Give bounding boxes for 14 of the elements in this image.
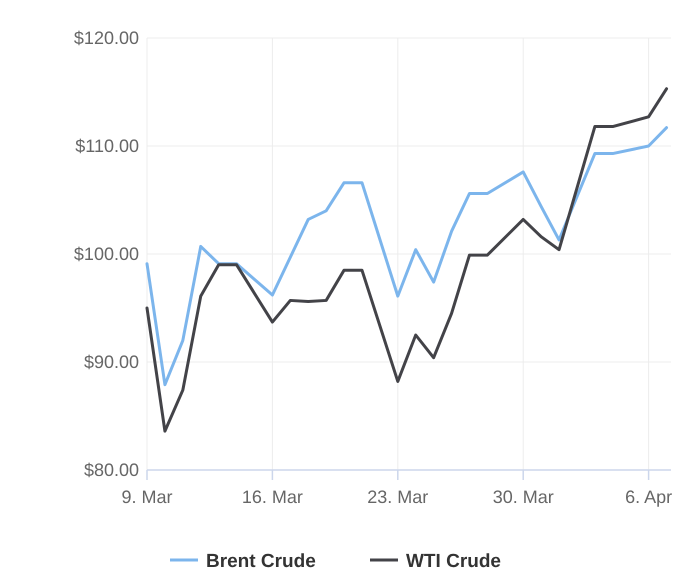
y-tick-label: $80.00 xyxy=(84,460,139,480)
x-tick-label: 30. Mar xyxy=(492,487,554,507)
y-tick-label: $90.00 xyxy=(84,352,139,372)
legend-label: Brent Crude xyxy=(206,551,316,572)
y-tick-label: $110.00 xyxy=(75,136,139,156)
x-tick-label: 6. Apr xyxy=(625,487,672,507)
legend-label: WTI Crude xyxy=(406,551,501,572)
x-tick-label: 23. Mar xyxy=(367,487,428,507)
y-tick-label: $120.00 xyxy=(74,28,139,48)
line-series xyxy=(146,126,668,386)
line-series xyxy=(146,87,668,433)
x-tick-label: 9. Mar xyxy=(121,487,173,507)
x-tick-label: 16. Mar xyxy=(242,487,303,507)
y-tick-label: $100.00 xyxy=(74,244,139,264)
